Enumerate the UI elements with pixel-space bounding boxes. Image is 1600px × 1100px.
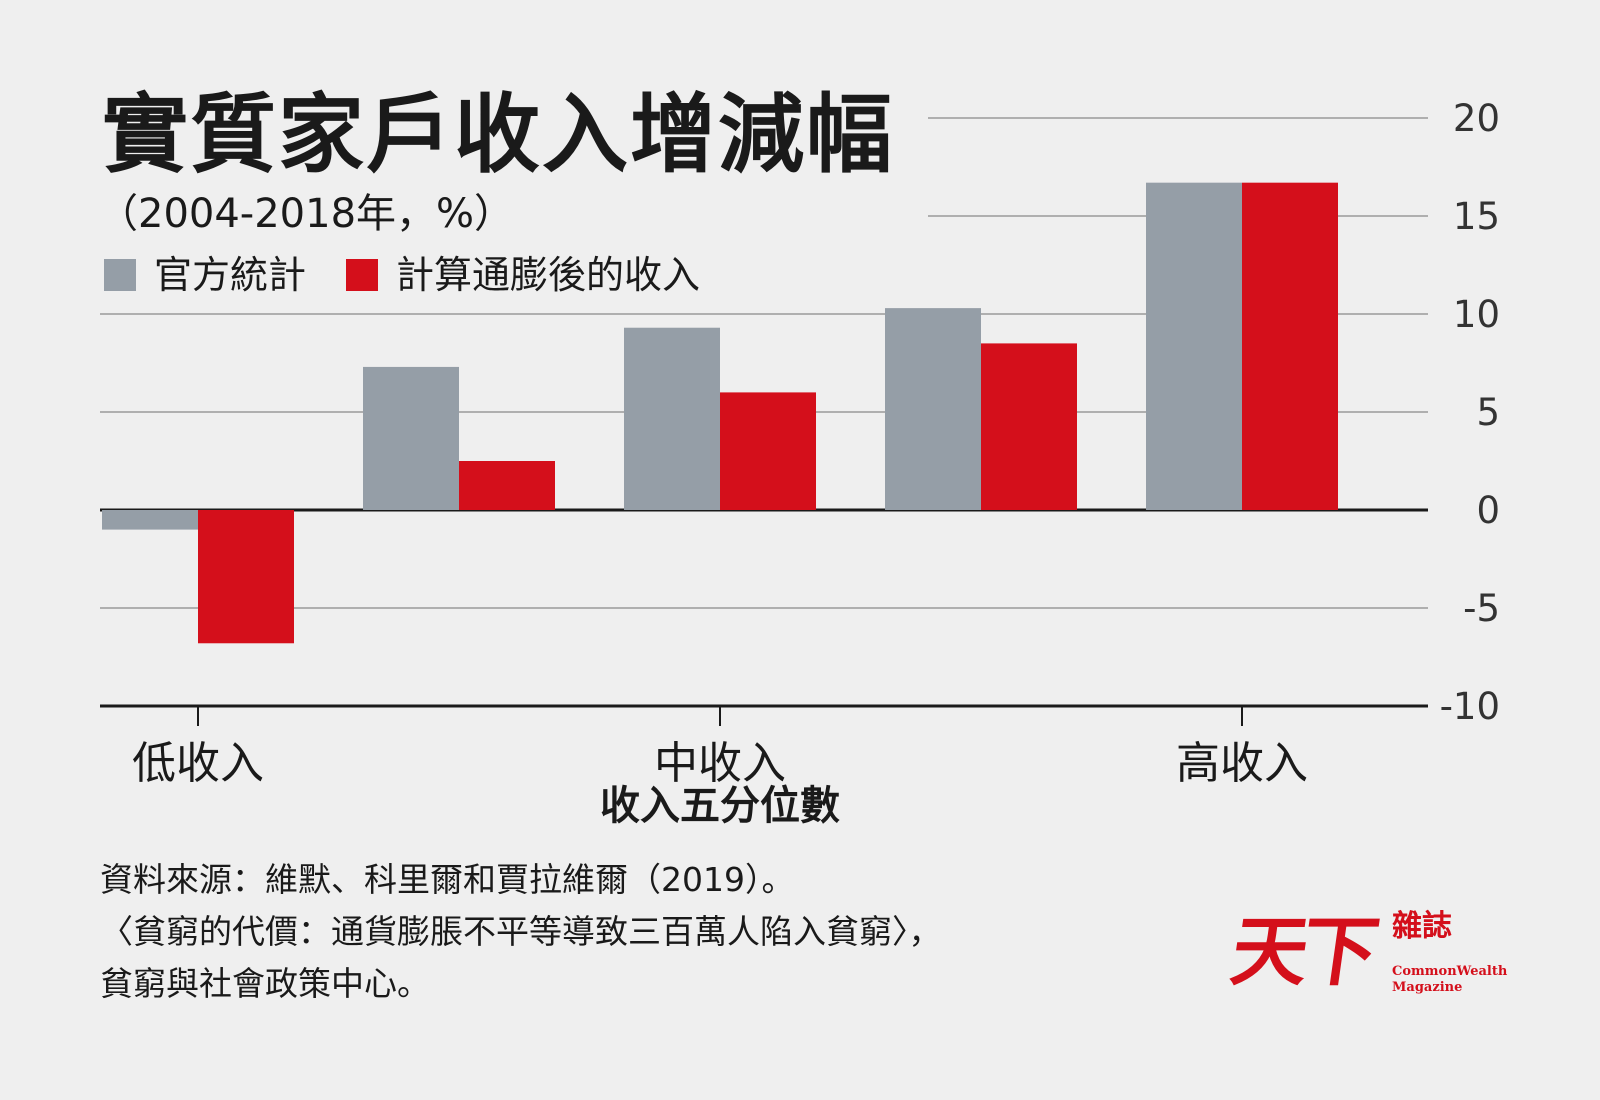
bar-inflation-adjusted-5 [1242, 182, 1338, 510]
bar-inflation-adjusted-2 [459, 461, 555, 510]
category-label: 高收入 [1176, 738, 1308, 789]
logo-english-name: CommonWealth Magazine [1392, 964, 1532, 996]
logo-english-line-2: Magazine [1392, 980, 1463, 995]
source-line-3: 貧窮與社會政策中心。 [100, 964, 430, 1003]
legend-label-inflation-adjusted: 計算通膨後的收入 [396, 253, 701, 297]
axes [197, 706, 1243, 726]
y-tick-label: 15 [1453, 195, 1500, 238]
legend-swatch-inflation-adjusted [346, 259, 379, 291]
legend-label-official: 官方統計 [154, 253, 307, 297]
bar-official-4 [885, 308, 981, 510]
logo-english-line-1: CommonWealth [1392, 964, 1508, 979]
bar-official-5 [1146, 182, 1242, 510]
category-label: 中收入 [654, 738, 786, 789]
bar-inflation-adjusted-4 [981, 343, 1077, 510]
bars [102, 182, 1338, 644]
x-axis-title: 收入五分位數 [600, 783, 840, 829]
bar-inflation-adjusted-1 [198, 510, 294, 644]
source-line-1: 資料來源：維默、科里爾和賈拉維爾（2019）。 [100, 860, 795, 899]
commonwealth-logo: 天下 雜誌 CommonWealth Magazine [1226, 907, 1512, 1002]
legend-item-official: 官方統計 [104, 256, 306, 294]
y-tick-label: 20 [1453, 97, 1500, 140]
y-tick-label: 0 [1476, 489, 1500, 532]
legend-swatch-official [104, 259, 136, 291]
y-tick-label: -5 [1463, 587, 1500, 630]
category-labels: 低收入 中收入 高收入 [132, 738, 1308, 789]
bar-official-3 [624, 327, 720, 510]
legend: 官方統計 計算通膨後的收入 [104, 256, 740, 294]
bar-inflation-adjusted-3 [720, 392, 816, 510]
category-label: 低收入 [132, 738, 264, 789]
y-tick-label: 5 [1476, 391, 1500, 434]
y-tick-label: 10 [1453, 293, 1500, 336]
source-line-2: 〈貧窮的代價：通貨膨脹不平等導致三百萬人陷入貧窮〉， [100, 912, 942, 951]
source-note: 資料來源：維默、科里爾和賈拉維爾（2019）。 〈貧窮的代價：通貨膨脹不平等導致… [100, 854, 942, 1010]
y-tick-label: -10 [1440, 685, 1500, 728]
logo-mark: 天下 [1225, 907, 1379, 996]
y-tick-labels: 20 15 10 5 0 -5 -10 [1440, 97, 1500, 728]
logo-chinese-name: 雜誌 [1392, 909, 1452, 944]
chart-subtitle: （2004-2018年，%） [98, 191, 515, 237]
legend-item-inflation-adjusted: 計算通膨後的收入 [346, 256, 700, 294]
chart-title: 實質家戶收入增減幅 [102, 85, 894, 185]
bar-official-2 [363, 366, 459, 510]
bar-official-1 [102, 510, 198, 530]
